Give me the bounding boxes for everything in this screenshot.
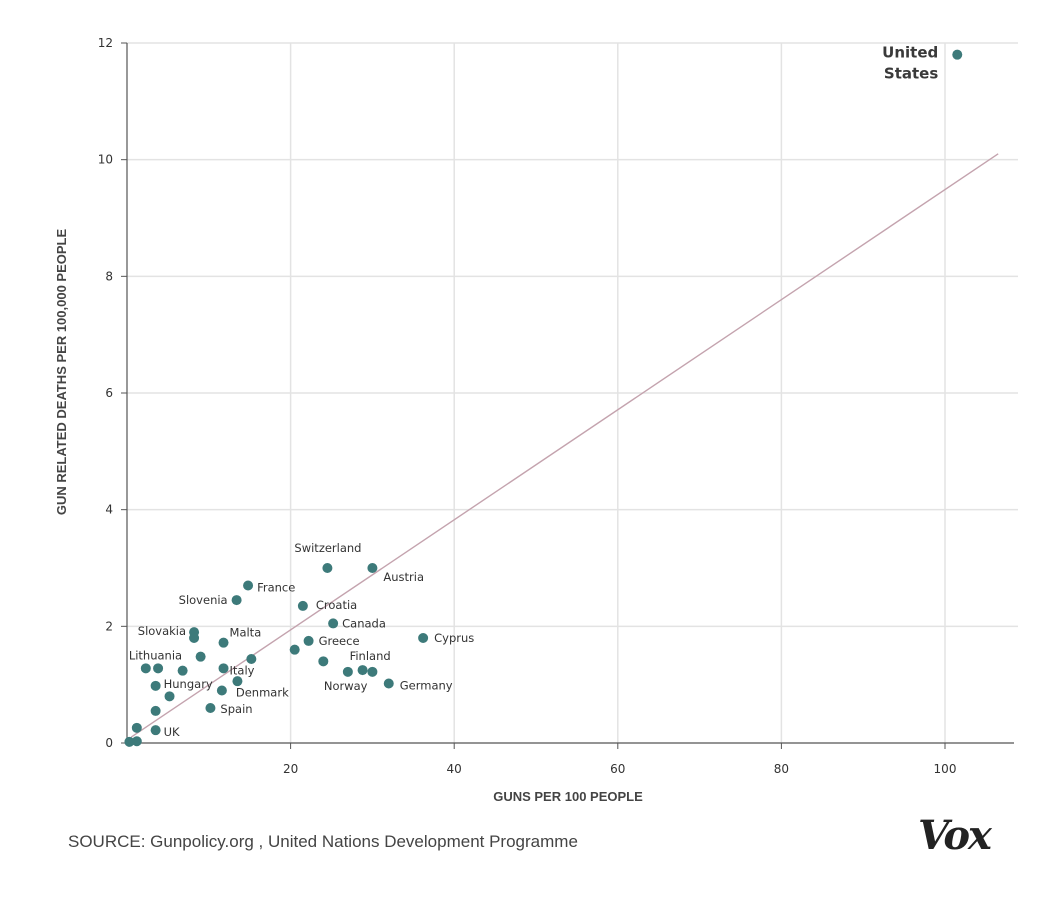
x-tick-label: 80	[774, 762, 789, 776]
data-point	[367, 563, 378, 573]
point-label: UK	[164, 725, 180, 739]
trendline	[130, 153, 999, 738]
data-point	[153, 663, 164, 674]
y-tick-label: 6	[105, 386, 113, 400]
data-point	[297, 600, 308, 611]
data-point	[952, 49, 963, 60]
y-tick-label: 8	[105, 269, 113, 283]
point-label: Slovakia	[138, 624, 186, 638]
point-label: Denmark	[236, 686, 289, 700]
y-tick-label: 12	[98, 36, 113, 50]
point-label: Malta	[230, 626, 262, 640]
y-tick-label: 2	[105, 619, 113, 633]
data-point	[367, 666, 378, 677]
y-tick-label: 0	[105, 736, 113, 750]
x-tick-label: 20	[283, 762, 298, 776]
point-label: United	[882, 44, 938, 62]
point-label: Croatia	[316, 598, 357, 612]
point-labels: United States Switzerland Austria France Slov…	[129, 44, 939, 740]
point-label: Hungary	[164, 677, 213, 691]
data-point	[131, 722, 142, 733]
point-label: Lithuania	[129, 648, 182, 662]
data-point	[205, 703, 216, 713]
point-label: Spain	[220, 702, 252, 716]
data-point	[216, 685, 227, 696]
y-axis-title: GUN RELATED DEATHS PER 100,000 PEOPLE	[54, 229, 69, 516]
x-tick-label: 60	[610, 762, 625, 776]
data-point	[246, 654, 257, 664]
data-point	[218, 663, 229, 674]
data-point	[124, 736, 135, 747]
point-label: Greece	[319, 634, 360, 648]
x-tick-label: 40	[447, 762, 462, 776]
data-point	[150, 680, 161, 691]
source-note: SOURCE: Gunpolicy.org , United Nations D…	[68, 832, 578, 851]
x-tick-label: 100	[934, 762, 957, 776]
y-tick-label: 4	[105, 503, 113, 517]
point-label: Slovenia	[179, 593, 228, 607]
data-point	[164, 691, 175, 702]
trendline-path	[130, 153, 999, 738]
data-point	[177, 665, 188, 676]
vox-logo: Vox	[918, 812, 992, 859]
point-label: Cyprus	[434, 631, 474, 645]
data-point	[357, 665, 368, 676]
point-label: Switzerland	[294, 541, 361, 555]
point-label: Italy	[230, 663, 255, 677]
y-tick-label: 10	[98, 153, 113, 167]
data-point	[418, 633, 429, 643]
data-point	[232, 676, 243, 687]
point-label: France	[257, 581, 295, 595]
data-point	[218, 637, 229, 648]
data-point	[342, 666, 353, 677]
data-point	[322, 563, 333, 573]
x-axis-title: GUNS PER 100 PEOPLE	[493, 789, 643, 804]
point-label: Finland	[350, 649, 391, 663]
data-point	[289, 644, 300, 655]
data-point	[140, 663, 151, 674]
point-label: Canada	[342, 616, 386, 630]
data-point	[150, 725, 161, 736]
point-label: Norway	[324, 679, 368, 693]
data-point	[243, 580, 254, 591]
point-label: Germany	[400, 679, 453, 693]
data-point	[318, 656, 329, 667]
data-point	[231, 595, 242, 606]
grid	[127, 42, 1018, 743]
data-points	[124, 49, 963, 747]
data-point	[131, 736, 142, 747]
point-label: States	[884, 65, 938, 83]
data-point	[150, 705, 161, 716]
axes: 0 2 4 6 8 10 12 20 40 60 80 100	[98, 36, 1014, 776]
data-point	[303, 635, 314, 646]
data-point	[195, 651, 206, 662]
data-point	[189, 633, 200, 643]
point-label: Austria	[383, 570, 424, 584]
data-point	[383, 678, 394, 689]
data-point	[328, 618, 339, 629]
